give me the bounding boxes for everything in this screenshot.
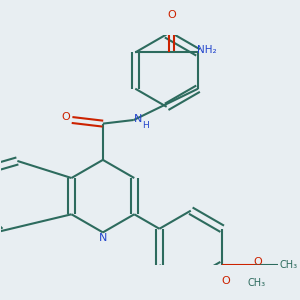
Text: H: H bbox=[142, 122, 149, 130]
Text: O: O bbox=[222, 275, 230, 286]
Text: CH₃: CH₃ bbox=[248, 278, 266, 288]
Text: O: O bbox=[253, 257, 262, 267]
Text: N: N bbox=[99, 233, 107, 243]
Text: CH₃: CH₃ bbox=[279, 260, 297, 270]
Text: N: N bbox=[134, 114, 142, 124]
Text: O: O bbox=[167, 10, 176, 20]
Text: O: O bbox=[61, 112, 70, 122]
Text: NH₂: NH₂ bbox=[197, 45, 216, 55]
